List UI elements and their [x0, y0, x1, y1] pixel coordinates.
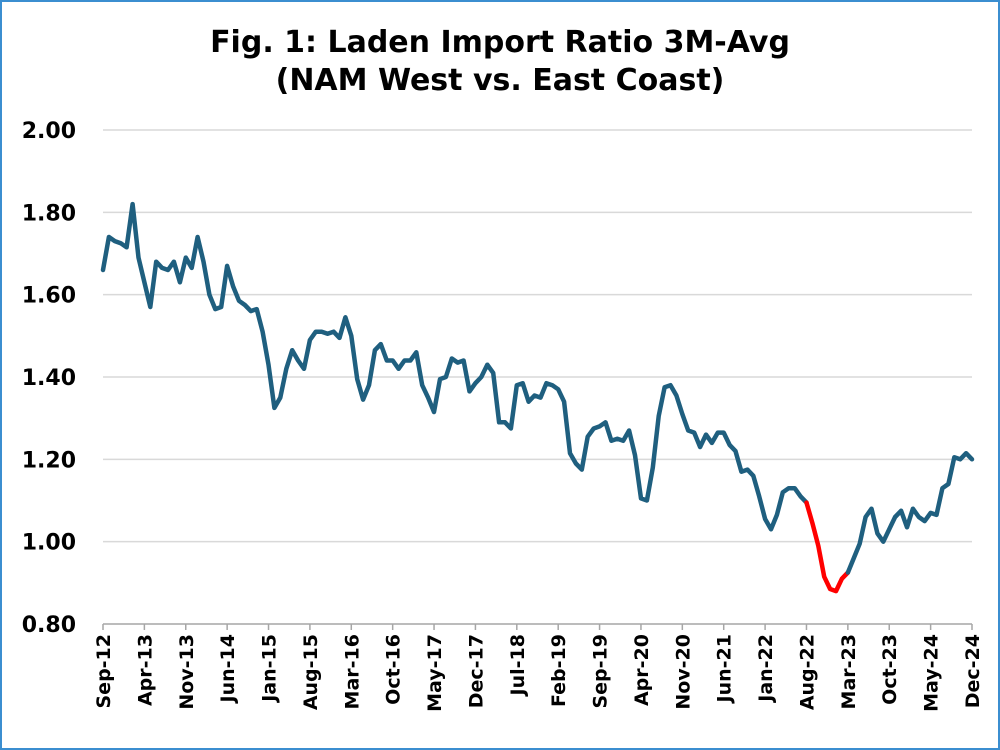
- x-tick-label: Nov-13: [176, 634, 198, 710]
- x-tick-label: Apr-13: [134, 634, 156, 706]
- y-tick-label: 1.20: [22, 448, 76, 473]
- x-axis-tick-labels: Sep-12 Apr-13 Nov-13 Jun-14 Jan-15 Aug-15 Mar-…: [93, 634, 984, 712]
- y-tick-label: 1.80: [22, 201, 76, 226]
- x-tick-label: Mar-23: [838, 634, 860, 709]
- x-tick-label: Jul-18: [507, 634, 529, 697]
- x-tick-label: Mar-16: [341, 634, 363, 709]
- chart-subtitle-line: (NAM West vs. East Coast): [275, 63, 725, 98]
- x-tick-label: Jun-14: [217, 634, 239, 704]
- x-tick-label: Sep-19: [590, 634, 612, 709]
- x-tick-label: Sep-12: [93, 634, 115, 709]
- x-tick-label: May-24: [921, 634, 943, 712]
- series-line: [845, 450, 975, 575]
- x-tick-label: Jan-15: [259, 634, 281, 704]
- y-tick-label: 1.40: [22, 366, 76, 391]
- x-axis: [102, 623, 973, 630]
- x-tick-label: Feb-19: [548, 634, 570, 707]
- chart-title-line: Fig. 1: Laden Import Ratio 3M-Avg: [210, 25, 790, 60]
- series-line-highlight: [804, 500, 851, 594]
- x-tick-label: Nov-20: [672, 634, 694, 710]
- y-tick-label: 2.00: [22, 119, 76, 144]
- x-tick-label: May-17: [424, 634, 446, 712]
- y-tick-label: 1.60: [22, 284, 76, 309]
- x-tick-label: Oct-23: [879, 634, 901, 705]
- y-tick-label: 0.80: [22, 613, 76, 638]
- chart-title: Fig. 1: Laden Import Ratio 3M-Avg (NAM W…: [2, 24, 998, 100]
- x-tick-label: Dec-24: [962, 634, 984, 708]
- x-tick-label: Aug-15: [300, 634, 322, 710]
- x-tick-label: Apr-20: [631, 634, 653, 706]
- series-lines: [100, 201, 975, 594]
- y-axis-tick-labels: 0.80 1.00 1.20 1.40 1.60 1.80 2.00: [22, 119, 76, 638]
- x-tick-label: Jun-21: [714, 634, 736, 704]
- x-tick-label: Jan-22: [755, 634, 777, 704]
- x-tick-label: Oct-16: [383, 634, 405, 705]
- series-line: [100, 201, 809, 532]
- x-tick-label: Aug-22: [796, 634, 818, 710]
- x-tick-label: Dec-17: [465, 634, 487, 708]
- gridlines: [103, 129, 972, 543]
- y-tick-label: 1.00: [22, 531, 76, 556]
